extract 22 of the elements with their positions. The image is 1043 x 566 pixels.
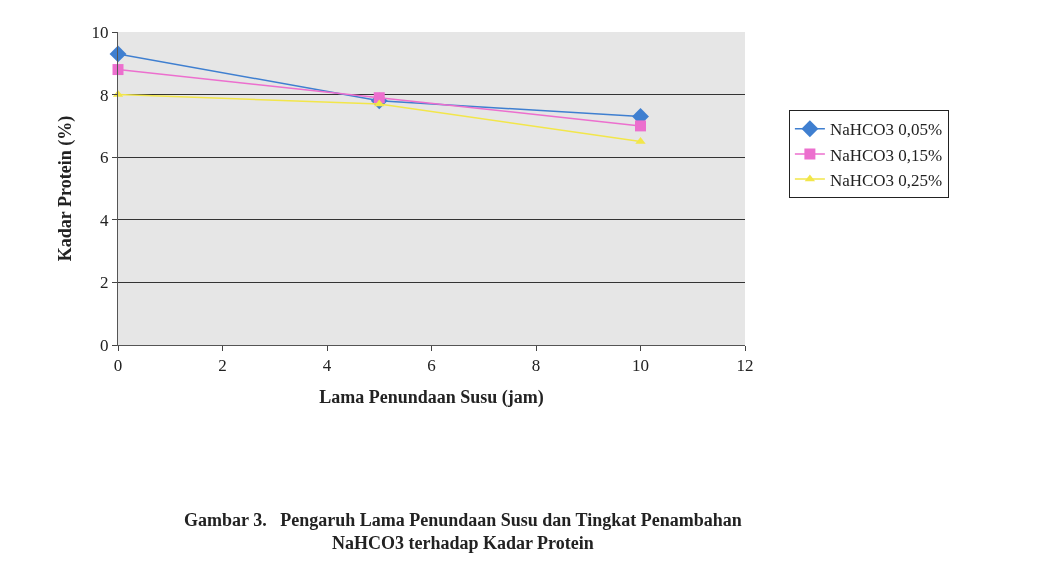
y-tick-label: 4 bbox=[100, 210, 110, 230]
y-tick-label: 8 bbox=[100, 85, 109, 105]
legend-label: NaHCO3 0,25% bbox=[829, 170, 943, 190]
x-tick-label: 8 bbox=[531, 356, 541, 376]
x-tick-label: 12 bbox=[736, 356, 754, 376]
y-tick-label: 0 bbox=[100, 335, 109, 355]
y-tick-label: 10 bbox=[91, 22, 109, 42]
y-tick-label: 6 bbox=[100, 148, 109, 168]
x-tick-label: 10 bbox=[632, 356, 649, 376]
y-axis-title: Kadar Protein (%) bbox=[54, 115, 76, 262]
legend-label: NaHCO3 0,05% bbox=[829, 120, 943, 140]
x-tick-label: 6 bbox=[427, 356, 436, 376]
point bbox=[635, 120, 646, 132]
x-tick-label: 4 bbox=[322, 356, 332, 376]
x-tick-label: 0 bbox=[113, 356, 123, 376]
x-tick-label: 2 bbox=[218, 356, 227, 376]
point bbox=[109, 45, 127, 63]
point bbox=[112, 64, 124, 76]
y-tick-label: 2 bbox=[100, 273, 109, 293]
text: Gambar 3. Pengaruh Lama Penundaan Susu dan Tingkat Penambahan NaHCO3 terhadap Kadar Protein bbox=[184, 510, 742, 554]
legend-label: NaHCO3 0,15% bbox=[829, 145, 943, 165]
x-axis-title: Lama Penundaan Susu (jam) bbox=[319, 386, 544, 408]
